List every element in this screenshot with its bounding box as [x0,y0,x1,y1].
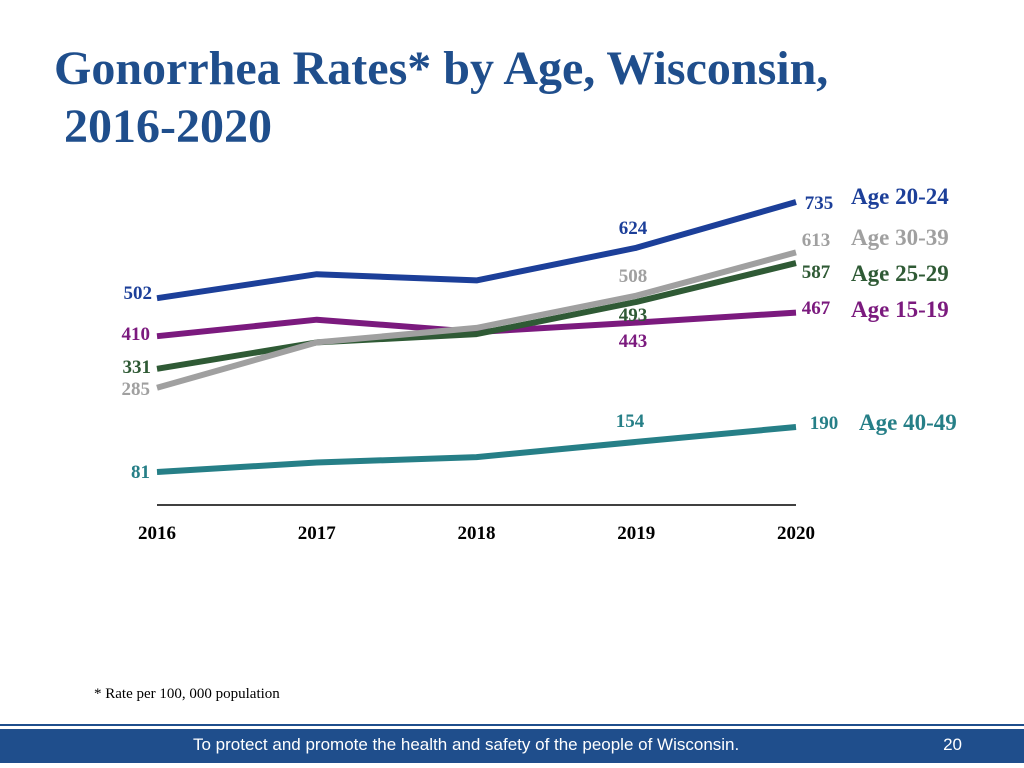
legend-label-age-15-19: Age 15-19 [851,297,949,322]
series-line-age-30-39 [156,249,797,391]
legend-label-age-20-24: Age 20-24 [851,184,949,209]
series-line-age-40-49 [156,424,797,475]
series-line-age-20-24 [156,199,797,302]
title-line-1: Gonorrhea Rates* by Age, Wisconsin, [54,42,829,95]
legend-label-age-30-39: Age 30-39 [851,225,949,250]
data-label-age-25-29-2019: 493 [619,305,648,326]
title-line-2: 2016-2020 [64,100,272,153]
footnote: * Rate per 100, 000 population [94,686,280,702]
data-label-age-20-24-2016: 502 [124,283,153,304]
page-title: Gonorrhea Rates* by Age, Wisconsin, 2016… [54,40,828,156]
data-label-age-40-49-2016: 81 [131,462,150,483]
data-label-age-15-19-2019: 443 [619,331,648,352]
data-label-age-30-39-2016: 285 [122,379,151,400]
line-chart: 502 624 735 Age 20-24 285 508 613 Age 30-39 331 4… [122,184,957,544]
footer-bar: To protect and promote the health and sa… [0,729,1024,763]
page-number: 20 [943,735,962,754]
data-label-age-25-29-2016: 331 [123,357,152,378]
data-label-age-25-29-2020: 587 [802,262,831,283]
series-line-age-25-29 [156,260,797,372]
x-tick-label-2019: 2019 [617,523,655,544]
data-label-age-30-39-2020: 613 [802,230,831,251]
data-label-age-20-24-2020: 735 [805,193,834,214]
data-label-age-40-49-2019: 154 [616,411,645,432]
x-tick-label-2016: 2016 [138,523,176,544]
legend-label-age-40-49: Age 40-49 [859,410,957,435]
x-tick-label-2017: 2017 [298,523,337,544]
footer-tagline: To protect and promote the health and sa… [193,735,740,754]
data-label-age-15-19-2016: 410 [122,324,151,345]
x-tick-label-2020: 2020 [777,523,815,544]
data-label-age-30-39-2019: 508 [619,266,648,287]
data-label-age-15-19-2020: 467 [802,298,831,319]
legend-label-age-25-29: Age 25-29 [851,261,949,286]
data-label-age-20-24-2019: 624 [619,218,648,239]
x-tick-label-2018: 2018 [458,523,496,544]
footer-divider [0,724,1024,726]
data-label-age-40-49-2020: 190 [810,413,839,434]
